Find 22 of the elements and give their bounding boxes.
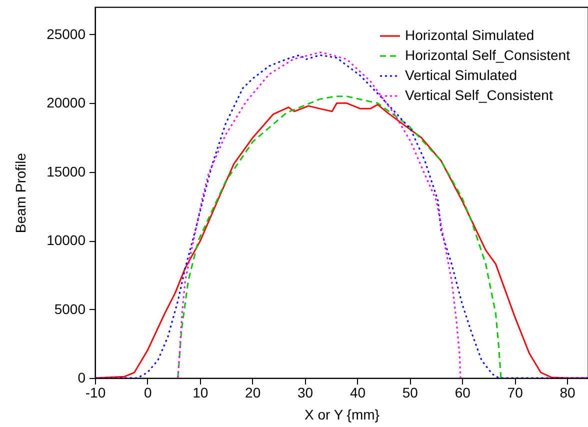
y-axis-title: Beam Profile bbox=[12, 152, 29, 234]
x-tick-label: 80 bbox=[560, 384, 576, 400]
legend-label: Horizontal Self_Consistent bbox=[405, 47, 570, 63]
y-tick-label: 20000 bbox=[46, 94, 86, 111]
x-tick-label: 0 bbox=[144, 384, 152, 400]
x-tick-label: 60 bbox=[454, 384, 471, 400]
y-tick-label: 25000 bbox=[46, 26, 86, 42]
legend-label: Horizontal Simulated bbox=[405, 27, 534, 43]
x-tick-label: 10 bbox=[192, 384, 208, 400]
y-tick-label: 5000 bbox=[54, 300, 86, 317]
legend-label: Vertical Simulated bbox=[405, 67, 518, 83]
x-tick-label: -10 bbox=[85, 384, 106, 400]
y-tick-label: 0 bbox=[78, 370, 86, 386]
y-tick-label: 10000 bbox=[46, 232, 86, 248]
legend-label: Vertical Self_Consistent bbox=[405, 87, 553, 103]
x-tick-label: 70 bbox=[507, 384, 524, 400]
x-tick-label: 30 bbox=[298, 384, 314, 400]
x-tick-label: 20 bbox=[245, 384, 261, 400]
x-tick-label: 40 bbox=[350, 384, 366, 400]
y-tick-label: 15000 bbox=[46, 163, 86, 180]
x-axis-title: X or Y {mm} bbox=[304, 406, 380, 422]
x-tick-label: 50 bbox=[402, 384, 418, 400]
